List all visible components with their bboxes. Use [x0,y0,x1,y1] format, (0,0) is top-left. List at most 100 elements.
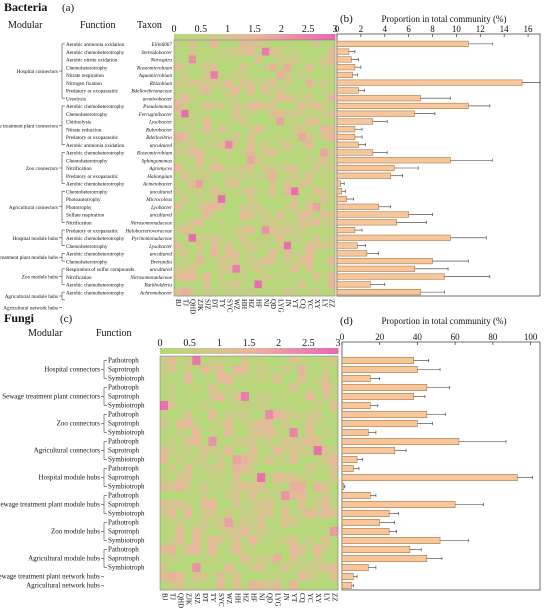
row-taxon-label: Acinetobacter [142,182,173,188]
heatmap-cell [289,518,298,528]
heatmap-cell [254,171,263,180]
heatmap-cell [313,572,323,582]
heatmap-cell [291,288,299,297]
heatmap-cell [297,581,306,591]
colorbar-segment [192,34,196,40]
column-label: QHD [189,299,197,314]
heatmap-cell [320,47,328,56]
heatmap-cell [273,365,282,375]
column-label: DT [201,593,209,603]
heatmap-cell [257,545,266,555]
heatmap-cell [249,401,258,411]
heatmap-cell [329,527,339,537]
heatmap-cell [254,55,263,64]
colorbar-segment [160,348,164,354]
heatmap-cell [313,500,323,510]
row-function-label: Nitrate reduction [66,127,102,133]
heatmap-cell [208,401,217,411]
row-function-label: Symbiotroph [108,402,145,410]
heatmap-cell [239,210,248,219]
heatmap-cell [320,133,328,142]
heatmap-cell [297,365,306,375]
heatmap-cell [283,47,292,56]
heatmap-cell [192,392,201,402]
heatmap-cell [176,545,185,555]
heatmap-cell [276,133,285,142]
heatmap-cell [298,47,307,56]
heatmap-cell [181,257,189,266]
heatmap-cell [168,545,177,555]
heatmap-cell [273,356,282,366]
heatmap-cell [249,572,258,582]
heatmap-cell [313,78,321,87]
bacteria-title: Bacteria [4,0,47,14]
heatmap-cell [192,365,201,375]
heatmap-cell [181,195,189,204]
heatmap-cell [160,410,169,420]
heatmap-cell [283,249,292,258]
heatmap-cell [257,419,266,429]
heatmap-cell [247,78,255,87]
heatmap-cell [320,233,328,242]
heatmap-cell [176,392,185,402]
heatmap-cell [329,374,339,384]
heatmap-cell [291,55,299,64]
row-taxon-label: Ferruginibacter [138,112,173,118]
heatmap-cell [269,164,277,173]
heatmap-cell [174,63,182,72]
heatmap-cell [291,179,299,188]
heatmap-cell [276,164,285,173]
row-function-label: Photoautotrophy [66,197,101,203]
heatmap-cell [247,94,255,103]
heatmap-cell [217,140,226,149]
heatmap-cell [254,164,263,173]
heatmap-cell [203,102,211,111]
heatmap-cell [176,527,185,537]
heatmap-cell [313,383,323,393]
heatmap-cell [217,280,226,289]
heatmap-cell [313,94,321,103]
colorbar-segment [254,34,258,40]
heatmap-cell [254,133,263,142]
heatmap-cell [269,148,277,157]
column-label: JN [284,299,292,307]
heatmap-cell [181,187,189,196]
heatmap-cell [208,464,217,474]
heatmap-cell [210,187,219,196]
heatmap-cell [247,109,255,118]
colorbar-tick-label: 1.5 [248,24,261,35]
colorbar-segment [214,34,218,40]
row-function-label: Saprotroph [108,528,140,536]
heatmap-cell [254,195,263,204]
colorbar-tick-label: 2 [276,338,281,349]
bar [341,501,456,508]
heatmap-cell [276,233,285,242]
heatmap-cell [240,356,250,366]
colorbar-tick-label: 0 [172,24,177,35]
heatmap-cell [313,226,321,235]
heatmap-cell [208,545,217,555]
heatmap-cell [195,40,204,49]
colorbar-segment [316,34,320,40]
heatmap-cell [329,482,339,492]
heatmap-cell [320,288,328,297]
heatmap-cell [276,156,285,165]
heatmap-cell [291,140,299,149]
bar [336,95,421,102]
heatmap-cell [276,109,285,118]
heatmap-cell [232,117,241,126]
row-taxon-label: Nitrosomonadaceae [129,275,172,281]
heatmap-cell [176,374,185,384]
heatmap-cell [320,140,328,149]
heatmap-cell [168,464,177,474]
heatmap-cell [257,482,266,492]
column-label: YT [290,593,298,603]
heatmap-cell [181,218,189,227]
heatmap-cell [208,437,217,447]
heatmap-cell [276,202,285,211]
column-label: WZ [225,593,233,604]
colorbar-segment [189,348,194,354]
heatmap-cell [329,437,339,447]
heatmap-cell [273,428,282,438]
row-function-label: Chemoheterotrophy [66,158,108,164]
